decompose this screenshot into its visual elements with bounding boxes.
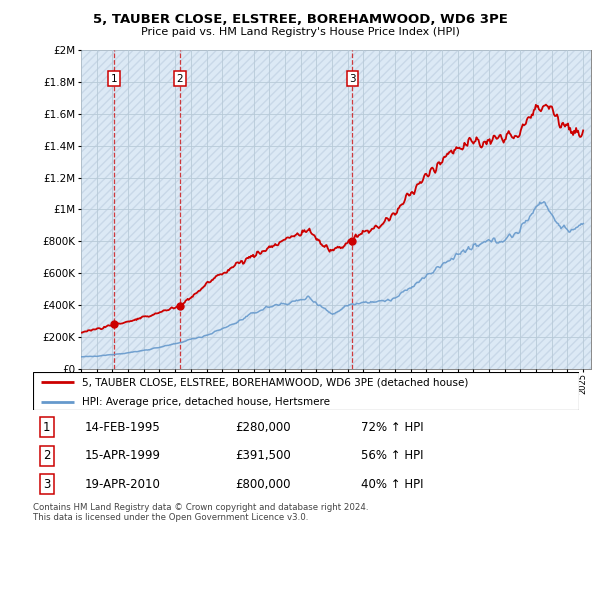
Text: 2: 2 [43,449,50,463]
Text: 5, TAUBER CLOSE, ELSTREE, BOREHAMWOOD, WD6 3PE (detached house): 5, TAUBER CLOSE, ELSTREE, BOREHAMWOOD, W… [82,377,469,387]
FancyBboxPatch shape [33,372,579,410]
Text: £280,000: £280,000 [235,421,290,434]
Text: HPI: Average price, detached house, Hertsmere: HPI: Average price, detached house, Hert… [82,396,330,407]
Text: 19-APR-2010: 19-APR-2010 [85,478,161,491]
Text: Contains HM Land Registry data © Crown copyright and database right 2024.
This d: Contains HM Land Registry data © Crown c… [33,503,368,522]
Text: £391,500: £391,500 [235,449,291,463]
Text: 2: 2 [176,74,183,84]
Text: 1: 1 [111,74,118,84]
Text: 15-APR-1999: 15-APR-1999 [85,449,161,463]
Text: 1: 1 [43,421,50,434]
Text: 3: 3 [349,74,356,84]
Text: 72% ↑ HPI: 72% ↑ HPI [361,421,423,434]
Text: 40% ↑ HPI: 40% ↑ HPI [361,478,423,491]
Text: 14-FEB-1995: 14-FEB-1995 [85,421,161,434]
Text: £800,000: £800,000 [235,478,290,491]
Text: 3: 3 [43,478,50,491]
Text: 56% ↑ HPI: 56% ↑ HPI [361,449,423,463]
Text: Price paid vs. HM Land Registry's House Price Index (HPI): Price paid vs. HM Land Registry's House … [140,27,460,37]
Text: 5, TAUBER CLOSE, ELSTREE, BOREHAMWOOD, WD6 3PE: 5, TAUBER CLOSE, ELSTREE, BOREHAMWOOD, W… [92,13,508,26]
